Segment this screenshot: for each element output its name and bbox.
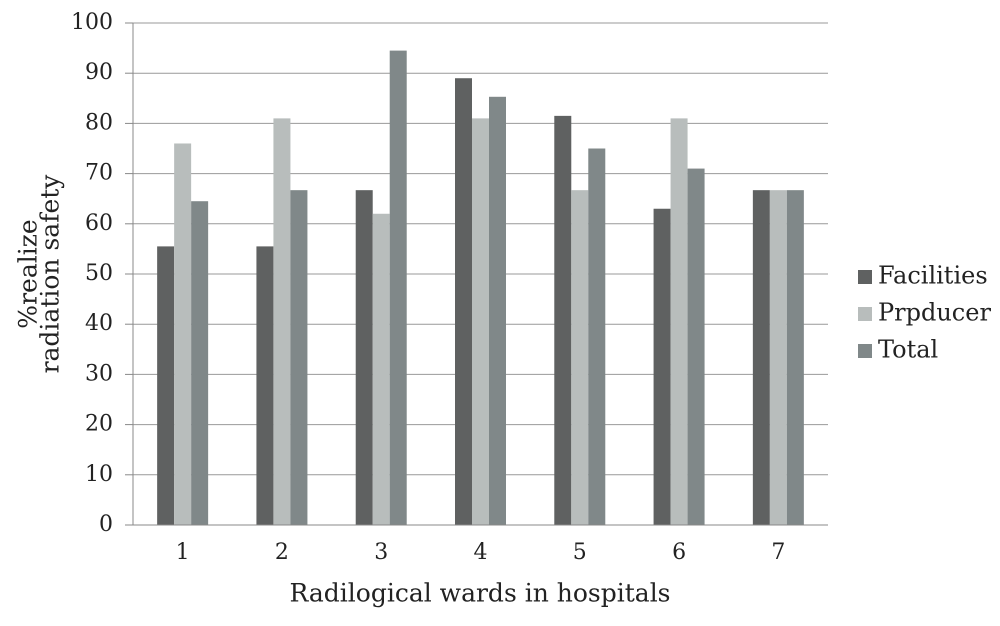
legend-label: Facilities [878,262,988,290]
y-tick-label: 60 [85,211,113,236]
y-tick-label: 50 [85,261,113,286]
y-tick-label: 40 [85,311,113,336]
bar [554,115,572,526]
x-tick-label: 2 [275,540,289,565]
y-tick-label: 0 [99,512,113,537]
legend-swatch [858,344,872,358]
bar [752,190,770,525]
bar [355,190,373,525]
bar [157,246,175,525]
y-tick-label: 100 [71,10,113,35]
bar [588,148,606,525]
y-tick-label: 90 [85,60,113,85]
bar [290,190,308,525]
bar [191,201,209,525]
x-tick-label: 3 [374,540,388,565]
bar [571,190,589,525]
bar [273,118,291,525]
bar [489,96,506,525]
bar [372,213,390,525]
bar [472,118,489,525]
y-tick-label: 80 [85,110,113,135]
bar [670,118,688,525]
legend-label: Prpducer [878,299,991,327]
x-axis-title: Radilogical wards in hospitals [289,579,670,608]
x-tick-label: 7 [771,540,785,565]
bar [687,168,705,525]
y-axis-title: radiation safety [36,174,65,374]
bar [786,190,804,525]
bar [256,246,274,525]
y-axis-title: %realize [14,219,43,328]
bar [455,78,472,525]
y-tick-label: 70 [85,161,113,186]
x-tick-label: 1 [176,540,190,565]
x-tick-label: 5 [573,540,587,565]
x-tick-label: 4 [474,540,488,565]
bar [769,190,787,525]
y-tick-label: 30 [85,361,113,386]
bar [653,208,671,526]
bar [389,50,407,526]
x-tick-label: 6 [672,540,686,565]
bar [174,143,192,526]
legend-swatch [858,270,872,284]
legend-swatch [858,307,872,321]
legend-label: Total [878,336,938,364]
y-tick-label: 20 [85,412,113,437]
y-tick-label: 10 [85,462,113,487]
